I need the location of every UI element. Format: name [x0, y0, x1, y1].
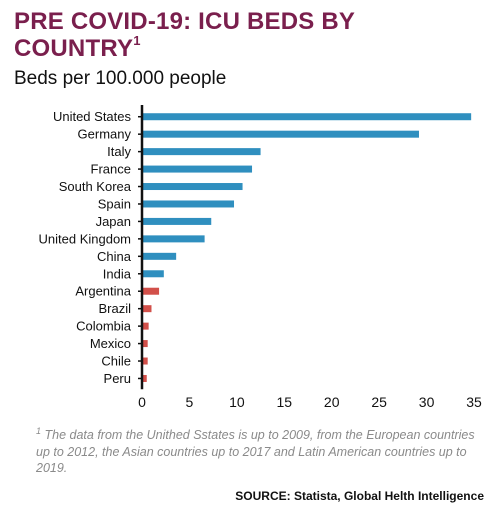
category-label: Germany: [78, 127, 132, 142]
bar: [142, 235, 205, 243]
x-tick-label: 0: [138, 394, 146, 410]
category-label: South Korea: [59, 179, 132, 194]
category-label: Mexico: [90, 336, 131, 351]
x-tick-label: 20: [324, 394, 340, 410]
bar: [142, 113, 472, 121]
category-label: China: [97, 249, 132, 264]
category-label: United States: [53, 109, 132, 124]
category-label: India: [103, 266, 132, 281]
title-footnote-marker: 1: [133, 33, 141, 48]
category-label: United Kingdom: [39, 231, 132, 246]
category-label: Colombia: [76, 319, 132, 334]
bar: [142, 340, 148, 348]
footnote: 1 The data from the Unithed Sstates is u…: [36, 425, 481, 477]
chart-title-text: PRE COVID-19: ICU BEDS BY COUNTRY: [14, 8, 355, 62]
bar: [142, 200, 235, 208]
x-tick-label: 15: [276, 394, 292, 410]
bar: [142, 165, 253, 173]
x-tick-label: 5: [186, 394, 194, 410]
bar: [142, 183, 243, 191]
category-label: Spain: [98, 196, 131, 211]
bar: [142, 252, 177, 260]
bar: [142, 270, 164, 278]
category-label: Brazil: [98, 301, 131, 316]
chart-subtitle: Beds per 100.000 people: [14, 68, 227, 89]
x-tick-label: 25: [371, 394, 387, 410]
chart-title: PRE COVID-19: ICU BEDS BY COUNTRY1: [14, 8, 484, 62]
source-credit: SOURCE: Statista, Global Helth Intellige…: [235, 489, 484, 503]
category-label: Italy: [107, 144, 131, 159]
bar: [142, 322, 149, 330]
bar: [142, 357, 148, 365]
x-tick-label: 10: [229, 394, 245, 410]
bar: [142, 217, 212, 225]
category-label: Chile: [101, 354, 131, 369]
bar: [142, 305, 152, 313]
bar-chart: United States Germany Italy France South Kor…: [39, 105, 482, 410]
bar: [142, 374, 147, 382]
bar: [142, 287, 160, 295]
footnote-marker: 1: [36, 425, 42, 436]
footnote-text: The data from the Unithed Sstates is up …: [36, 428, 475, 475]
bar: [142, 148, 261, 156]
category-label: Peru: [104, 371, 131, 386]
bar: [142, 130, 419, 138]
category-label: France: [91, 162, 131, 177]
category-label: Argentina: [75, 284, 131, 299]
x-tick-label: 30: [419, 394, 435, 410]
x-tick-label: 35: [466, 394, 482, 410]
category-label: Japan: [96, 214, 131, 229]
